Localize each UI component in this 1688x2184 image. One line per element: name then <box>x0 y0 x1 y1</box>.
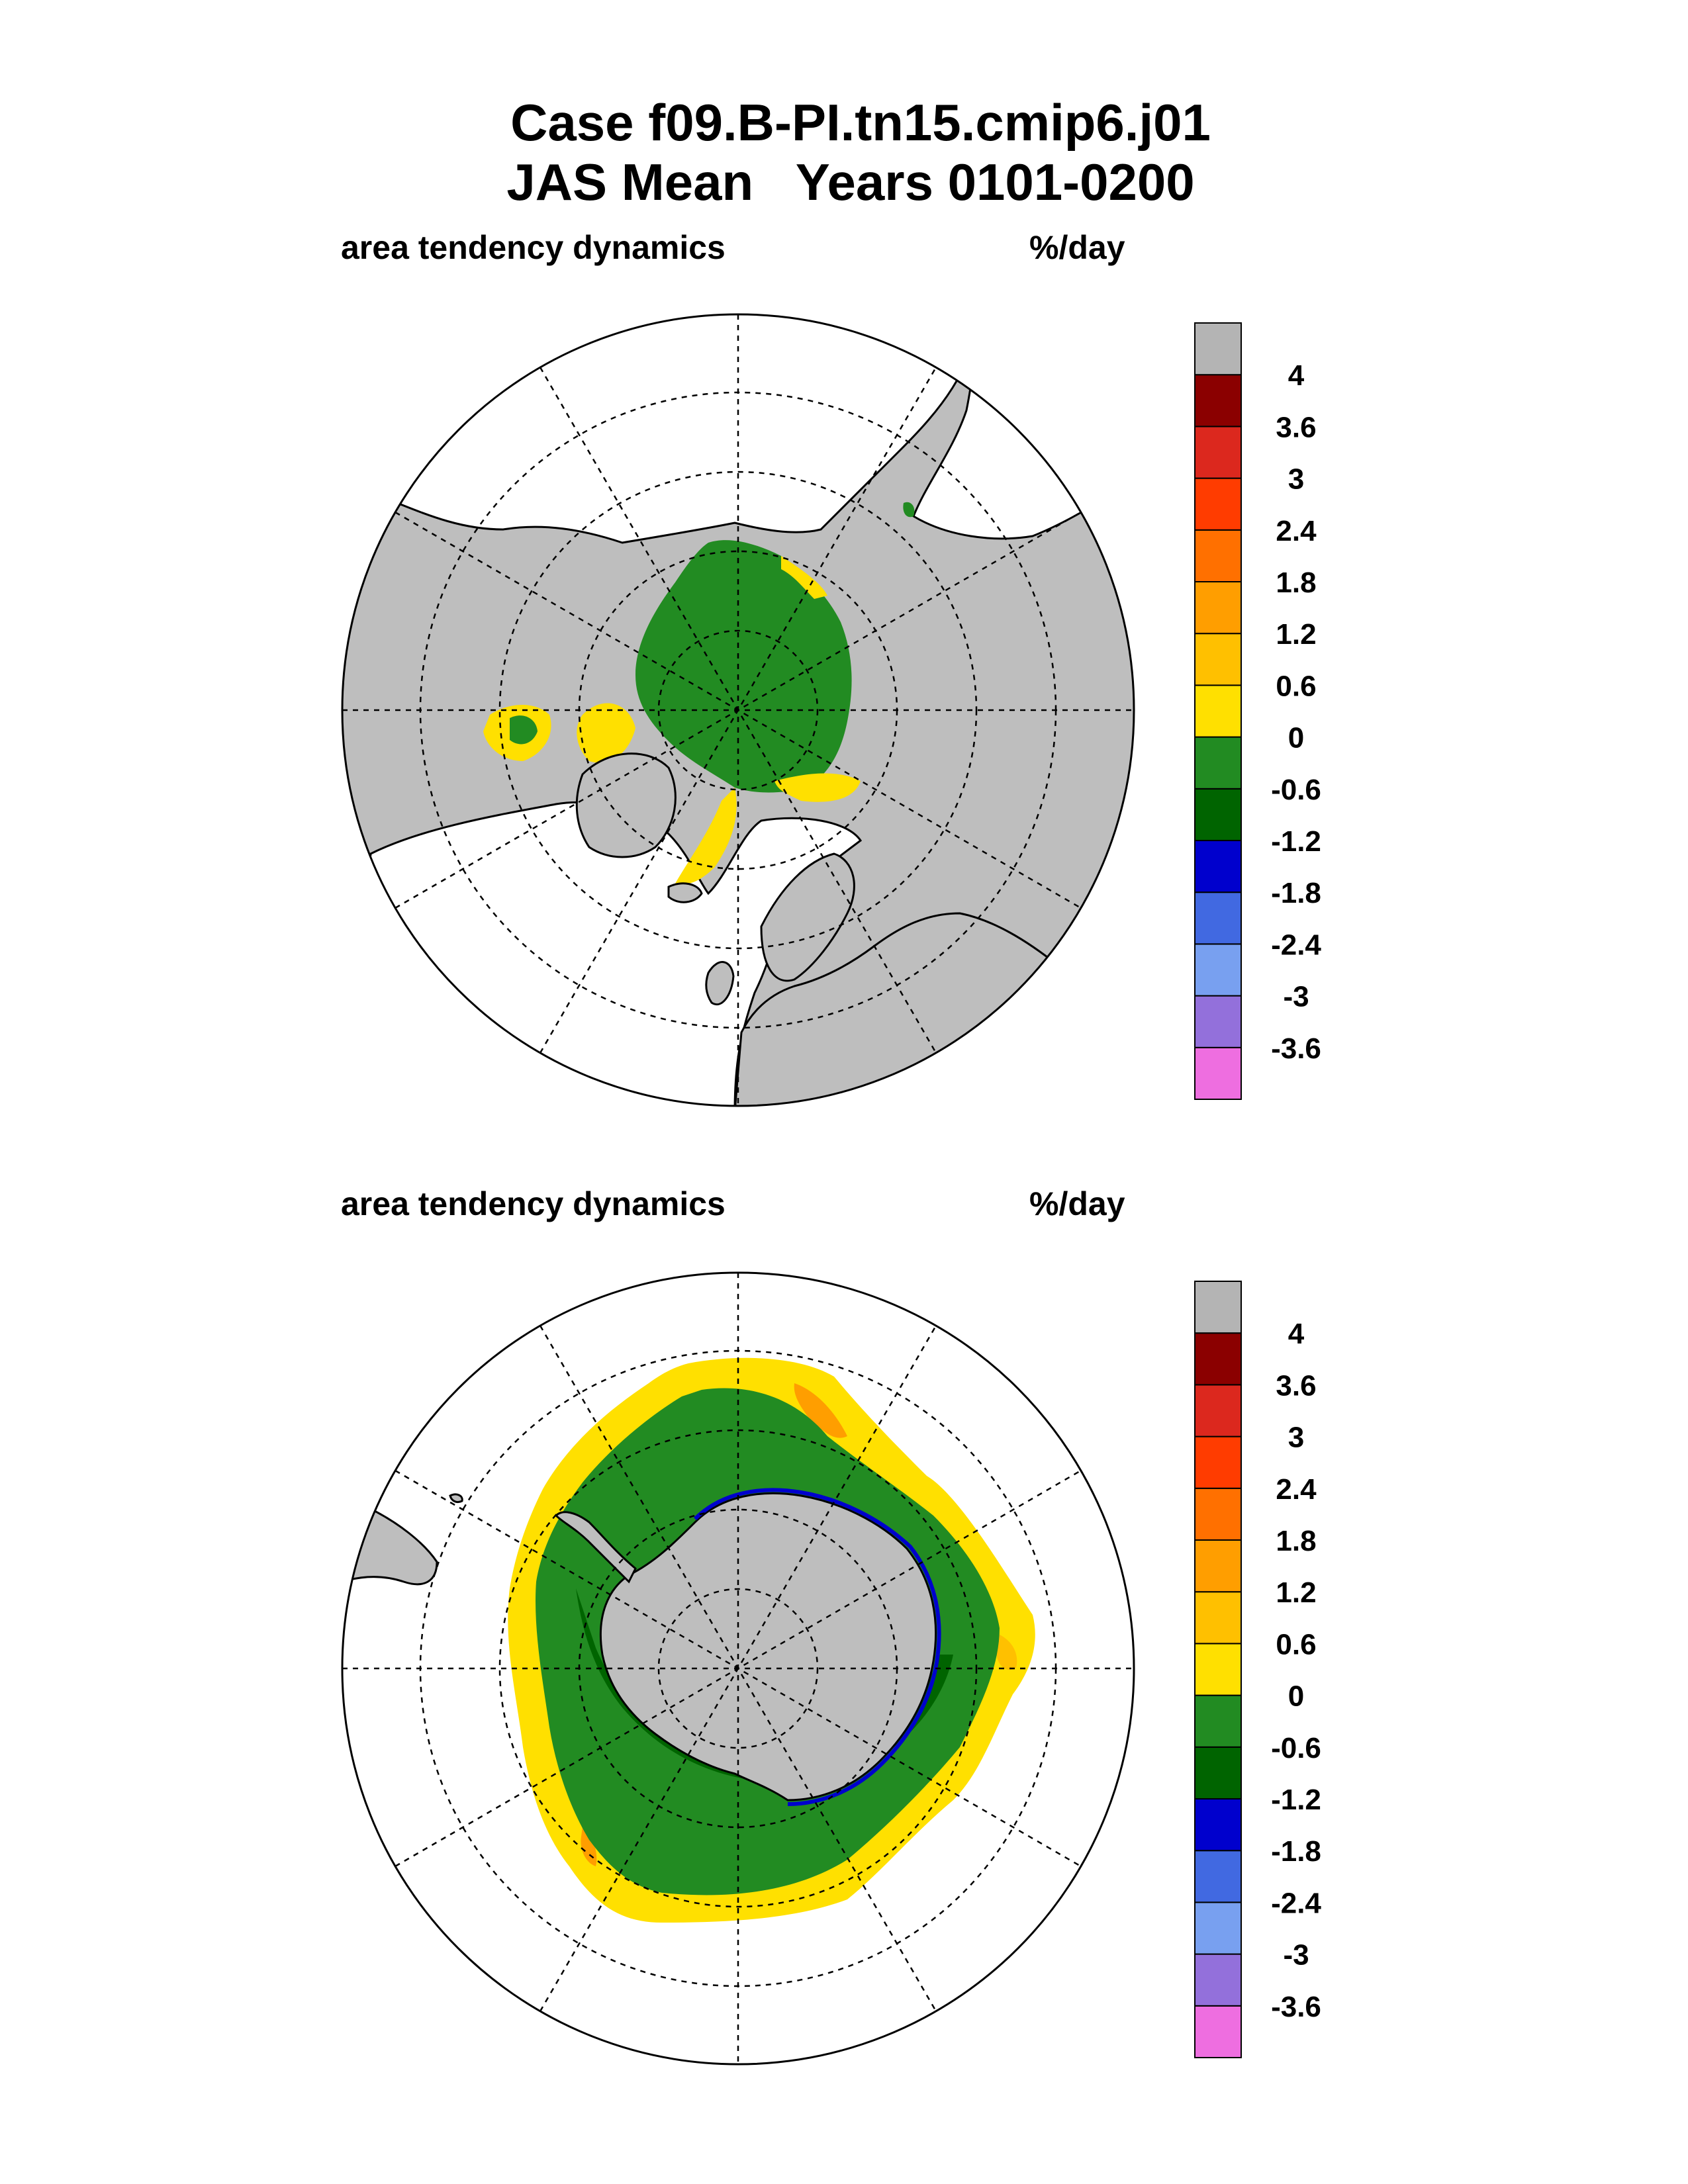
north-colorbar-box <box>1194 891 1242 945</box>
north-colorbar-tick-label: 1.2 <box>1276 618 1316 651</box>
okhotsk-ice <box>903 502 915 518</box>
south-colorbar-tick-label: 2.4 <box>1276 1473 1317 1506</box>
south-colorbar-box <box>1194 2005 1242 2059</box>
south-colorbar-tick-label: 0 <box>1288 1680 1304 1713</box>
ice-edge-positive-1 <box>781 556 827 599</box>
south-colorbar-box <box>1194 1384 1242 1437</box>
north-map-border <box>341 313 1135 1107</box>
antarctica <box>599 1492 937 1801</box>
north-colorbar-tick-label: -3 <box>1283 981 1309 1013</box>
south-colorbar-tick-label: -3.6 <box>1271 1991 1321 2023</box>
north-colorbar-box <box>1194 633 1242 686</box>
north-colorbar-box <box>1194 322 1242 376</box>
south-colorbar-box <box>1194 1591 1242 1645</box>
south-panel-units: %/day <box>1029 1185 1125 1222</box>
north-colorbar-tick-label: -1.8 <box>1271 877 1321 909</box>
south-colorbar-tick-label: 3 <box>1288 1422 1304 1454</box>
south-colorbar-box <box>1194 1281 1242 1334</box>
north-colorbar-box <box>1194 529 1242 582</box>
south-colorbar-box <box>1194 1953 1242 2007</box>
south-colorbar-box <box>1194 1435 1242 1489</box>
north-polar-map <box>341 313 1135 1107</box>
south-colorbar-box <box>1194 1643 1242 1696</box>
south-colorbar-tick-label: -1.2 <box>1271 1784 1321 1816</box>
south-colorbar-tick-label: -3 <box>1283 1939 1309 1972</box>
north-colorbar-tick-label: -3.6 <box>1271 1032 1321 1065</box>
south-colorbar: 4 3.6 3 2.4 1.8 1.2 0.6 0 -0.6 -1.2 -1.8 -2.4 -3 -3.6 <box>1194 1281 1321 2059</box>
north-colorbar-tick-label: 3 <box>1288 463 1304 496</box>
south-panel-title: area tendency dynamics <box>341 1185 726 1222</box>
scandinavia <box>760 852 855 982</box>
positive-tendency-patch-1 <box>794 1383 847 1438</box>
south-colorbar-box <box>1194 1694 1242 1748</box>
north-colorbar-tick-label: 0.6 <box>1276 670 1316 702</box>
coastal-negative-fringe <box>693 1488 941 1806</box>
south-colorbar-box <box>1194 1850 1242 1903</box>
years-label: Years 0101-0200 <box>795 153 1195 211</box>
south-colorbar-tick-label: -0.6 <box>1271 1732 1321 1764</box>
iceland <box>667 882 703 903</box>
falkland-islands <box>449 1493 463 1504</box>
north-colorbar-box <box>1194 788 1242 842</box>
north-colorbar-box <box>1194 581 1242 635</box>
north-panel-title: area tendency dynamics <box>341 229 726 266</box>
figure-title: Case f09.B-PI.tn15.cmip6.j01 <box>510 93 1211 152</box>
north-colorbar-box <box>1194 426 1242 479</box>
south-colorbar-tick-label: 4 <box>1288 1318 1305 1350</box>
north-colorbar-box <box>1194 840 1242 893</box>
figure-subtitle: JAS Mean Years 0101-0200 <box>0 152 1688 212</box>
south-map-border <box>341 1271 1135 2066</box>
hudson-bay-ice-green <box>510 715 538 745</box>
season-label: JAS Mean <box>506 153 754 211</box>
north-panel-units: %/day <box>1029 229 1125 266</box>
north-colorbar-tick-label: 4 <box>1288 359 1305 392</box>
north-graticule <box>342 314 1134 1106</box>
north-colorbar-box <box>1194 1046 1242 1101</box>
south-colorbar-box <box>1194 1332 1242 1386</box>
north-colorbar-box <box>1194 684 1242 738</box>
positive-tendency-patch-2 <box>996 1635 1017 1670</box>
north-colorbar-tick-label: 1.8 <box>1276 567 1316 599</box>
south-colorbar-box <box>1194 1798 1242 1852</box>
south-colorbar-tick-label: 1.8 <box>1276 1525 1316 1557</box>
south-colorbar-tick-label: 0.6 <box>1276 1628 1316 1661</box>
greenland <box>575 752 677 858</box>
north-colorbar-tick-label: 0 <box>1288 722 1304 754</box>
north-colorbar-tick-label: -1.2 <box>1271 825 1321 858</box>
north-colorbar-tick-label: -2.4 <box>1271 929 1321 961</box>
north-colorbar-box <box>1194 943 1242 997</box>
baffin-ice <box>577 703 635 763</box>
south-colorbar-box <box>1194 1539 1242 1593</box>
north-colorbar-tick-label: 2.4 <box>1276 515 1317 547</box>
north-colorbar-tick-label: 3.6 <box>1276 411 1316 443</box>
ice-edge-positive-3 <box>774 773 861 802</box>
south-colorbar-box <box>1194 1487 1242 1541</box>
south-colorbar-tick-label: -1.8 <box>1271 1835 1321 1868</box>
south-colorbar-tick-label: 3.6 <box>1276 1369 1316 1402</box>
north-colorbar-box <box>1194 477 1242 531</box>
british-isles <box>705 961 735 1005</box>
arctic-sea-ice <box>635 540 852 793</box>
south-colorbar-tick-label: -2.4 <box>1271 1887 1321 1919</box>
north-colorbar-box <box>1194 736 1242 790</box>
south-colorbar-box <box>1194 1901 1242 1955</box>
south-graticule <box>342 1273 1134 2064</box>
south-colorbar-tick-label: 1.2 <box>1276 1576 1316 1609</box>
south-colorbar-box <box>1194 1746 1242 1800</box>
ice-edge-positive-2 <box>675 788 737 885</box>
south-polar-map <box>341 1271 1135 2066</box>
north-colorbar-box <box>1194 995 1242 1048</box>
north-colorbar-tick-label: -0.6 <box>1271 774 1321 806</box>
north-colorbar: 4 3.6 3 2.4 1.8 1.2 0.6 0 -0.6 -1.2 -1.8 -2.4 -3 -3.6 <box>1194 322 1321 1101</box>
north-colorbar-box <box>1194 374 1242 428</box>
